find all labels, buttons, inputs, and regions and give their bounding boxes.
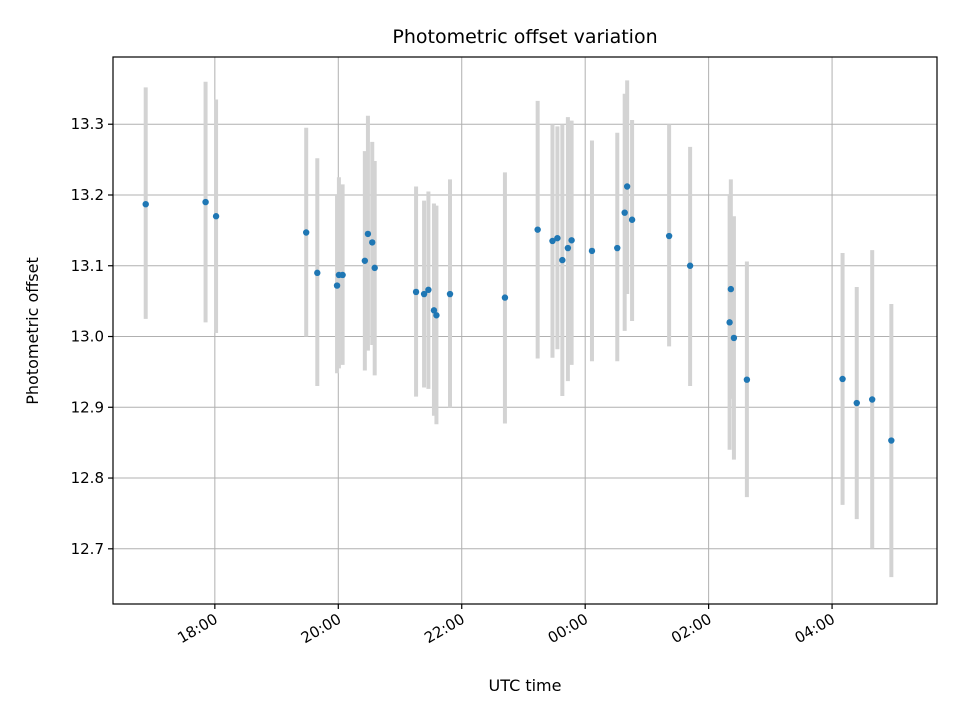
data-point <box>501 294 509 301</box>
data-point <box>868 396 876 403</box>
data-point <box>554 234 561 242</box>
data-point <box>549 237 556 245</box>
data-point <box>614 244 621 252</box>
data-point <box>361 257 369 264</box>
data-point <box>302 229 310 236</box>
y-axis-label: Photometric offset <box>23 257 42 405</box>
data-point <box>686 262 694 269</box>
data-point <box>425 286 432 294</box>
data-point <box>888 437 895 444</box>
data-point <box>743 376 751 383</box>
data-point <box>314 269 321 277</box>
data-point <box>730 334 738 342</box>
data-point <box>628 216 636 223</box>
data-point <box>369 239 376 246</box>
y-tick-label: 13.0 <box>71 328 104 346</box>
data-point <box>727 285 735 293</box>
plot-frame <box>112 56 938 605</box>
data-point <box>202 198 209 206</box>
data-point <box>564 244 572 252</box>
data-point <box>412 288 420 296</box>
data-point <box>726 319 733 326</box>
y-tick-label: 13.3 <box>71 115 104 133</box>
y-axis-ticks: 12.7 12.8 12.9 13.0 13.1 13.2 13.3 <box>71 115 113 558</box>
y-tick-label: 12.7 <box>71 540 104 558</box>
data-point <box>371 264 378 272</box>
data-point <box>621 209 628 216</box>
data-point <box>446 290 454 298</box>
data-point <box>559 256 566 264</box>
data-point <box>433 312 440 319</box>
y-tick-label: 12.8 <box>71 469 104 487</box>
data-point <box>339 271 346 279</box>
data-point <box>430 307 438 314</box>
y-tick-label: 13.1 <box>71 257 104 275</box>
chart-title: Photometric offset variation <box>392 26 657 48</box>
y-tick-label: 13.2 <box>71 186 104 204</box>
data-point <box>420 290 428 298</box>
data-point <box>665 232 673 240</box>
data-point <box>568 237 575 244</box>
data-point <box>364 230 372 238</box>
data-point <box>588 247 596 255</box>
data-point <box>853 399 860 407</box>
data-point <box>534 226 541 233</box>
data-point <box>333 282 341 289</box>
data-points <box>142 183 895 444</box>
data-point <box>839 375 846 383</box>
data-point <box>623 183 631 190</box>
y-tick-label: 12.9 <box>71 398 104 416</box>
data-point <box>212 213 220 220</box>
x-axis-label: UTC time <box>489 676 562 695</box>
data-point <box>142 200 149 208</box>
